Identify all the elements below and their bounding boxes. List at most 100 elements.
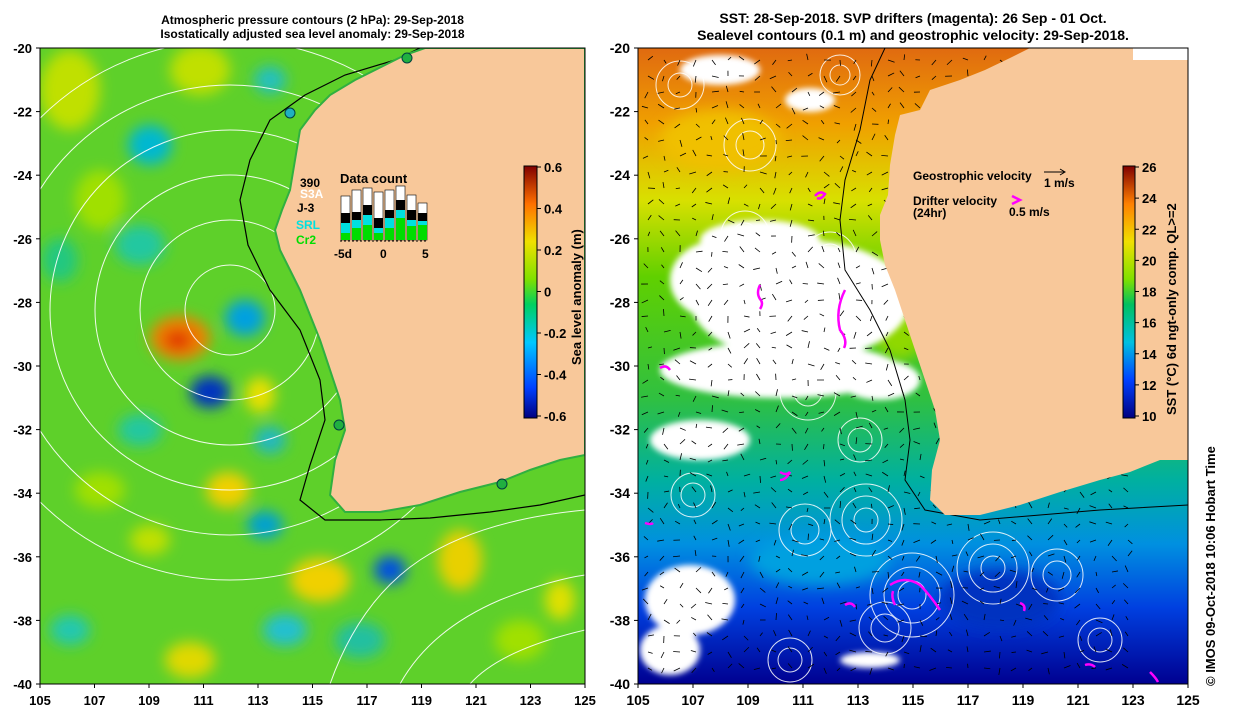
velocity-arrow: [672, 555, 681, 558]
velocity-arrow: [769, 219, 777, 222]
velocity-arrow: [675, 394, 681, 397]
velocity-arrow: [725, 571, 729, 577]
velocity-arrow: [884, 135, 889, 141]
velocity-arrow: [887, 485, 890, 493]
velocity-arrow: [644, 571, 649, 577]
x-tick-label: 113: [847, 692, 870, 708]
right-panel-title: SST: 28-Sep-2018. SVP drifters (magenta)…: [638, 10, 1188, 44]
velocity-arrow: [708, 331, 713, 337]
velocity-arrow: [706, 171, 713, 177]
y-tick-label: -20: [13, 41, 32, 56]
velocity-arrow: [679, 279, 684, 285]
velocity-arrow: [644, 91, 649, 99]
y-tick-label: -24: [610, 167, 630, 183]
velocity-arrow: [691, 203, 697, 208]
velocity-arrow: [676, 167, 681, 173]
velocity-arrow: [850, 107, 857, 113]
velocity-arrow: [692, 395, 697, 402]
velocity-arrow: [807, 72, 813, 77]
velocity-arrow: [803, 491, 809, 495]
velocity-arrow: [802, 587, 809, 591]
velocity-arrow: [705, 426, 713, 429]
velocity-arrow: [755, 232, 761, 237]
velocity-arrow: [707, 614, 713, 621]
velocity-arrow: [724, 587, 729, 591]
velocity-arrow: [679, 152, 687, 157]
velocity-arrow: [881, 283, 889, 288]
velocity-arrow: [1090, 491, 1097, 496]
velocity-arrow: [1076, 539, 1081, 544]
velocity-arrow: [657, 103, 665, 109]
velocity-arrow: [1105, 521, 1113, 525]
colorbar-tick-label: 24: [1142, 191, 1157, 206]
velocity-arrow: [839, 155, 845, 160]
velocity-arrow: [711, 667, 715, 672]
velocity-arrow: [899, 458, 905, 461]
velocity-arrow: [836, 139, 841, 144]
velocity-arrow: [695, 299, 700, 306]
velocity-arrow: [1111, 584, 1116, 589]
velocity-arrow: [661, 264, 665, 269]
velocity-arrow: [932, 504, 937, 509]
velocity-arrow: [741, 603, 745, 609]
velocity-arrow: [851, 91, 857, 97]
velocity-arrow: [1108, 489, 1113, 493]
legend-srl: SRL: [296, 218, 320, 232]
velocity-arrow: [743, 328, 751, 333]
velocity-arrow: [711, 395, 719, 399]
velocity-arrow: [755, 219, 761, 221]
velocity-arrow: [833, 202, 841, 205]
velocity-arrow: [914, 507, 921, 510]
velocity-arrow: [1111, 614, 1115, 621]
velocity-arrow: [871, 549, 876, 557]
velocity-arrow: [1031, 567, 1035, 573]
velocity-arrow: [1058, 602, 1065, 605]
velocity-arrow: [644, 137, 649, 141]
x-tick-label: 111: [193, 693, 213, 708]
velocity-arrow: [946, 666, 953, 669]
velocity-arrow: [865, 651, 873, 653]
velocity-arrow: [647, 667, 653, 671]
velocity-arrow: [1047, 518, 1053, 525]
geostrophic-scale: 1 m/s: [1044, 176, 1075, 190]
velocity-arrow: [679, 603, 684, 608]
y-tick-label: -32: [13, 423, 32, 438]
velocity-arrow: [677, 411, 681, 417]
colorbar-tick-label: 16: [1142, 316, 1156, 331]
velocity-arrow: [807, 533, 809, 541]
velocity-arrow: [801, 475, 809, 479]
velocity-arrow: [837, 277, 841, 285]
velocity-arrow: [771, 502, 777, 509]
velocity-arrow: [866, 151, 873, 157]
velocity-arrow: [706, 187, 713, 193]
velocity-arrow: [662, 75, 665, 82]
velocity-arrow: [772, 59, 777, 65]
velocity-arrow: [834, 122, 841, 125]
velocity-arrow: [647, 55, 654, 61]
velocity-arrow: [773, 187, 777, 195]
velocity-arrow: [692, 331, 697, 336]
velocity-arrow: [1108, 503, 1113, 509]
velocity-arrow: [998, 519, 1001, 525]
velocity-arrow: [743, 491, 746, 498]
velocity-arrow: [727, 390, 730, 397]
x-tick-label: 113: [248, 693, 269, 708]
velocity-arrow: [849, 553, 857, 557]
velocity-arrow: [839, 443, 846, 447]
velocity-arrow: [775, 459, 778, 465]
velocity-arrow: [663, 59, 667, 64]
x-tick-label: 105: [626, 692, 650, 708]
velocity-arrow: [641, 299, 649, 304]
velocity-arrow: [1095, 587, 1099, 594]
velocity-arrow: [738, 539, 745, 544]
sla-colorbar-label: Sea level anomaly (m): [569, 229, 584, 365]
velocity-arrow: [711, 119, 716, 125]
velocity-arrow: [708, 347, 713, 351]
velocity-arrow: [727, 56, 732, 61]
velocity-arrow: [833, 105, 841, 109]
velocity-arrow: [775, 389, 778, 397]
velocity-arrow: [706, 473, 713, 477]
legend-cr2: Cr2: [296, 233, 316, 247]
x-tick-label: 115: [302, 693, 323, 708]
velocity-arrow: [851, 360, 857, 365]
